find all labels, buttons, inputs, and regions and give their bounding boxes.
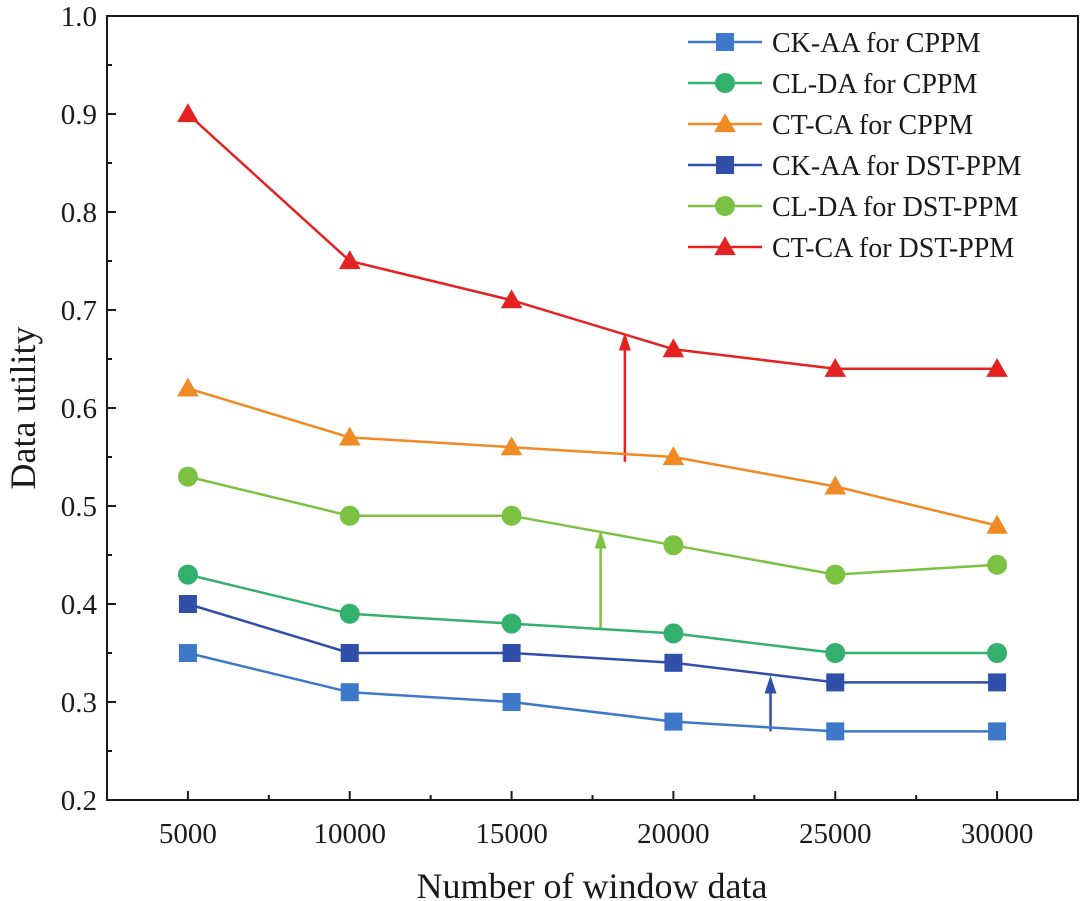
y-tick-label: 0.4 xyxy=(61,589,98,621)
improvement-arrow xyxy=(618,332,631,462)
x-tick-label: 30000 xyxy=(961,818,1034,850)
series-line xyxy=(187,475,998,576)
data-point xyxy=(501,613,522,634)
x-tick-label: 20000 xyxy=(637,818,710,850)
series-line xyxy=(187,573,998,655)
data-point xyxy=(824,475,847,495)
y-axis-title: Data utility xyxy=(3,327,43,490)
arrow-head xyxy=(764,675,777,694)
legend-entry: CK-AA for CPPM xyxy=(688,28,981,59)
data-point xyxy=(826,722,845,741)
legend-marker xyxy=(715,196,735,216)
legend-label: CL-DA for DST-PPM xyxy=(772,192,1018,223)
legend-entry: CL-DA for DST-PPM xyxy=(688,192,1018,223)
y-tick-label: 0.2 xyxy=(61,785,97,817)
legend-label: CK-AA for CPPM xyxy=(772,28,981,59)
data-point xyxy=(500,289,523,309)
y-tick-label: 0.3 xyxy=(61,687,97,719)
data-point xyxy=(826,673,845,692)
data-point xyxy=(177,564,198,585)
data-point xyxy=(339,505,360,526)
data-point xyxy=(178,644,197,662)
series-ck-aa-for-dst-ppm xyxy=(178,595,1007,692)
improvement-arrow xyxy=(764,675,777,732)
legend-label: CT-CA for CPPM xyxy=(772,110,973,141)
data-point xyxy=(663,623,684,644)
annotation-arrows xyxy=(594,332,777,732)
data-point xyxy=(177,466,198,487)
data-point xyxy=(825,564,846,585)
legend-entry: CK-AA for DST-PPM xyxy=(688,151,1022,182)
data-point xyxy=(987,643,1008,663)
data-point xyxy=(986,514,1008,534)
data-point xyxy=(986,358,1008,377)
data-point xyxy=(177,103,199,123)
y-tick-label: 0.6 xyxy=(61,393,97,425)
improvement-arrow xyxy=(594,530,607,629)
legend-marker xyxy=(716,156,734,174)
x-tick-label: 10000 xyxy=(314,818,387,850)
legend-label: CT-CA for DST-PPM xyxy=(772,233,1014,264)
arrow-head xyxy=(618,332,631,351)
data-point xyxy=(178,595,197,613)
x-tick-label: 15000 xyxy=(475,818,548,850)
plot-frame xyxy=(106,15,1079,801)
legend-entry: CT-CA for DST-PPM xyxy=(688,233,1014,264)
y-tick-label: 0.8 xyxy=(61,197,97,229)
data-point xyxy=(664,712,683,731)
series-ct-ca-for-dst-ppm xyxy=(177,103,1008,377)
legend-marker xyxy=(715,73,735,93)
series-ck-aa-for-cppm xyxy=(178,644,1007,741)
data-point xyxy=(988,722,1007,741)
legend-label: CK-AA for DST-PPM xyxy=(772,151,1022,182)
series-line xyxy=(187,387,998,527)
y-tick-label: 1.0 xyxy=(61,1,97,33)
data-point xyxy=(500,436,523,456)
y-tick-label: 0.9 xyxy=(61,99,97,131)
x-axis-title: Number of window data xyxy=(417,866,768,901)
series-cl-da-for-dst-ppm xyxy=(177,466,1008,585)
data-point xyxy=(338,426,361,446)
y-tick-label: 0.5 xyxy=(61,491,97,523)
legend-marker xyxy=(714,236,736,256)
data-point xyxy=(340,644,359,662)
data-point xyxy=(987,554,1008,575)
data-point xyxy=(502,644,521,662)
data-point xyxy=(824,358,847,377)
series-ct-ca-for-cppm xyxy=(177,377,1008,534)
legend-label: CL-DA for CPPM xyxy=(772,69,977,100)
series-line xyxy=(187,651,998,733)
data-point xyxy=(663,535,684,556)
data-point xyxy=(988,673,1007,692)
legend-marker xyxy=(714,113,736,133)
y-tick-label: 0.7 xyxy=(61,295,97,327)
data-point xyxy=(338,250,361,270)
data-point xyxy=(664,653,683,672)
arrow-head xyxy=(594,530,607,549)
series-line xyxy=(187,602,998,684)
data-point xyxy=(339,603,360,624)
x-tick-label: 5000 xyxy=(159,818,217,850)
data-point xyxy=(825,643,846,663)
legend: CK-AA for CPPM CL-DA for CPPM CT-CA for CP… xyxy=(688,28,1022,264)
axis-ticks: 0.2 0.3 0.4 0.5 0.6 0.7 0.8 0.9 1.0 5000 10000 1500… xyxy=(61,1,1034,850)
data-point xyxy=(502,693,521,711)
x-tick-label: 25000 xyxy=(799,818,872,850)
legend-entry: CL-DA for CPPM xyxy=(688,69,977,100)
data-point xyxy=(340,683,359,702)
legend-marker xyxy=(716,33,734,51)
data-point xyxy=(501,505,522,526)
series-lines xyxy=(177,103,1008,741)
series-cl-da-for-cppm xyxy=(177,564,1008,663)
data-point xyxy=(662,446,685,466)
series-line xyxy=(187,113,998,371)
data-point xyxy=(177,377,199,397)
legend-entry: CT-CA for CPPM xyxy=(688,110,973,141)
data-point xyxy=(662,338,685,358)
